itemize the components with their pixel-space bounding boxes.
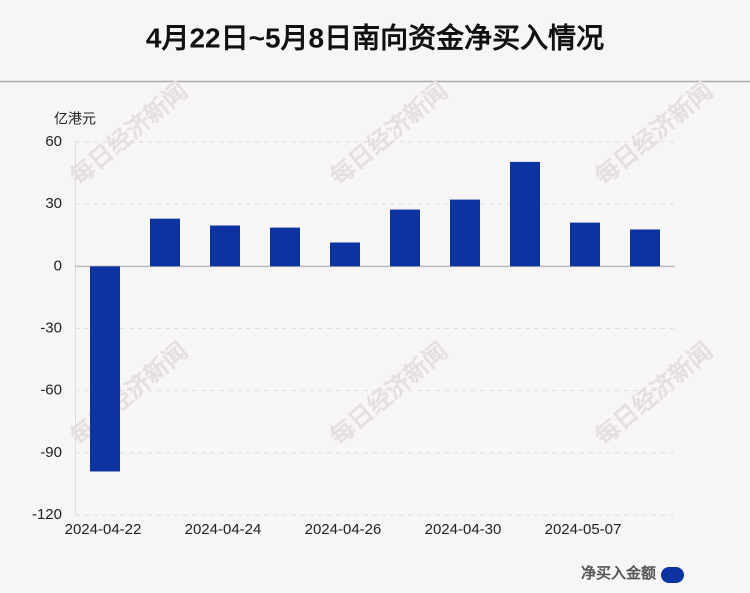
bar [210,225,240,267]
y-tick-label: 0 [54,257,62,274]
bar [630,229,660,267]
chart-title: 4月22日~5月8日南向资金净买入情况 [146,21,604,53]
y-unit: 亿港元 [54,111,96,127]
legend-label: 净买入金额 [581,564,656,582]
y-tick-label: -120 [32,506,62,523]
x-tick-label: 2024-04-30 [425,521,502,538]
bar [330,242,360,267]
y-tick-label: -30 [40,319,62,336]
bar [90,266,120,472]
bar [510,161,540,267]
y-tick-label: 60 [45,133,62,150]
bar [150,218,180,267]
x-tick-label: 2024-04-26 [305,521,382,538]
x-tick-label: 2024-05-07 [545,521,622,538]
bar [450,199,480,267]
bar [270,227,300,267]
bar [570,222,600,267]
x-tick-label: 2024-04-24 [185,521,262,538]
y-tick-label: 30 [45,195,62,212]
x-tick-label: 2024-04-22 [65,521,142,538]
y-tick-label: -90 [40,444,62,461]
y-tick-label: -60 [40,382,62,399]
bar [390,209,420,267]
legend-swatch [661,567,684,583]
